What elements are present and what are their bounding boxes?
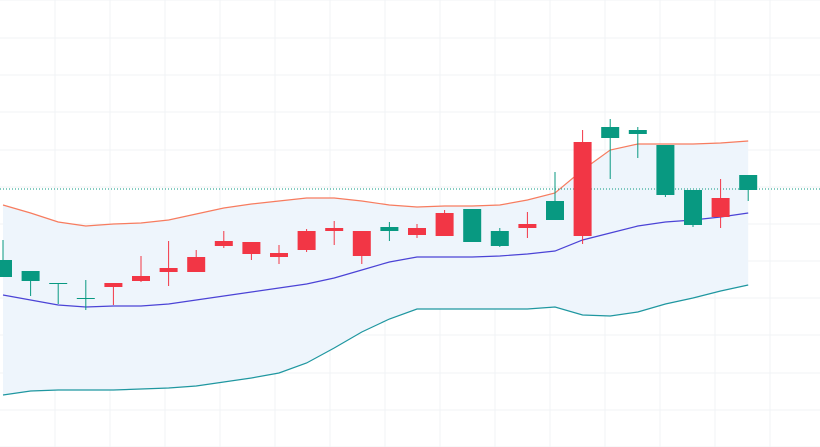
candle-body <box>684 190 702 225</box>
band-line <box>2 284 749 396</box>
candle-body <box>104 283 123 287</box>
candle-body <box>297 231 316 250</box>
candle-body <box>739 175 758 190</box>
candle-body <box>711 198 730 217</box>
candle-body <box>270 253 288 257</box>
candle-body <box>49 283 68 284</box>
candle-body <box>187 257 206 272</box>
candle-body <box>159 268 178 272</box>
band-line <box>2 140 749 227</box>
candle-body <box>132 276 150 281</box>
candle-body <box>518 224 537 228</box>
candle-body <box>352 231 371 256</box>
candle-body <box>546 201 564 220</box>
candle-body <box>573 142 592 236</box>
candle-body <box>0 260 12 277</box>
candle-body <box>21 271 40 281</box>
candle-body <box>380 227 399 231</box>
band-line <box>2 212 749 308</box>
candle-body <box>490 231 509 246</box>
candle-body <box>628 130 647 134</box>
candle-body <box>408 228 426 235</box>
candle-body <box>214 241 233 246</box>
candle-body <box>325 228 344 231</box>
candle-body <box>601 127 620 138</box>
candle-body <box>242 242 261 254</box>
candle-body <box>435 213 454 236</box>
candle-body <box>463 209 482 242</box>
candle-body <box>76 298 95 299</box>
candle-body <box>656 145 675 195</box>
band-fill <box>3 141 749 395</box>
